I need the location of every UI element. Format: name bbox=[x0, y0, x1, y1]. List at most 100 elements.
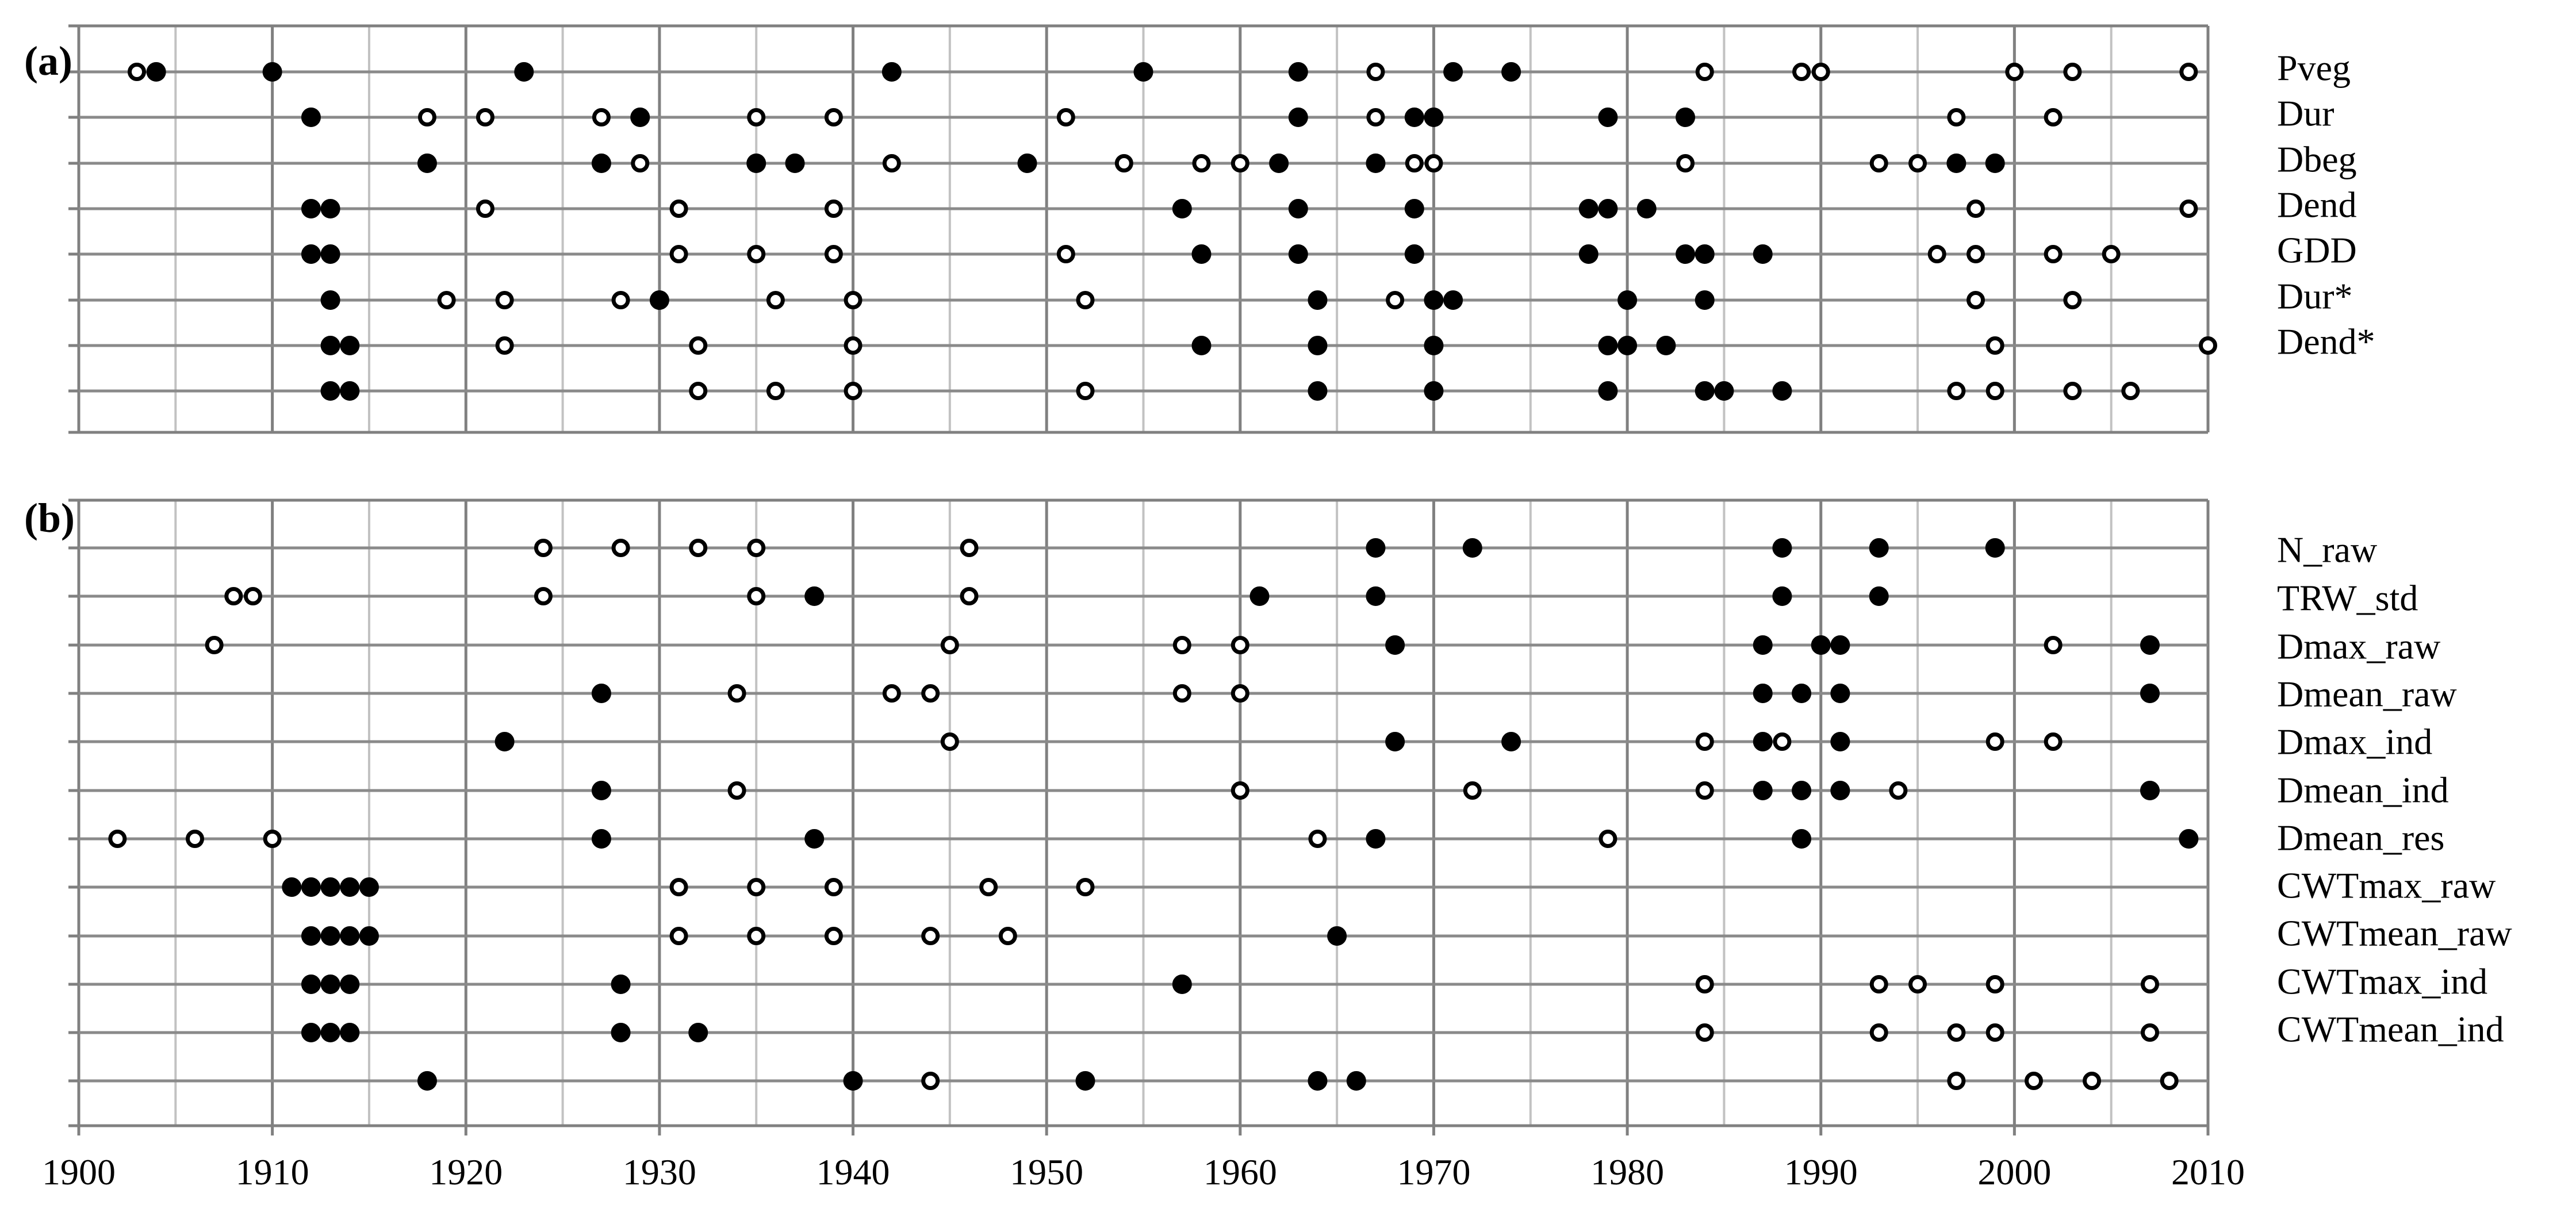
point-open bbox=[243, 587, 262, 605]
point-open bbox=[1985, 732, 2004, 751]
point-filled bbox=[1830, 732, 1850, 751]
point-open bbox=[1230, 781, 1249, 800]
point-open bbox=[882, 154, 901, 172]
point-open bbox=[824, 245, 843, 263]
panel-label: (b) bbox=[24, 495, 75, 541]
point-filled bbox=[340, 926, 360, 946]
point-filled bbox=[1656, 336, 1676, 355]
series-row bbox=[79, 635, 2208, 655]
point-filled bbox=[301, 926, 321, 946]
point-filled bbox=[1695, 244, 1715, 264]
point-filled bbox=[1366, 154, 1386, 173]
point-filled bbox=[1172, 199, 1192, 218]
point-open bbox=[960, 539, 979, 557]
point-open bbox=[1908, 154, 1927, 172]
row-label: CWTmax_raw bbox=[2277, 865, 2496, 906]
row-label: GDD bbox=[2277, 230, 2357, 271]
x-tick-label: 1940 bbox=[816, 1152, 890, 1192]
point-filled bbox=[359, 926, 379, 946]
point-open bbox=[2044, 636, 2063, 654]
panel-b: N_raw TRW_std Dmax_raw Dmean_raw Dmax_ind Dme… bbox=[24, 495, 2512, 1127]
series-row bbox=[79, 829, 2208, 849]
point-filled bbox=[494, 732, 515, 751]
point-filled bbox=[320, 244, 340, 264]
series-row bbox=[79, 732, 2208, 751]
point-open bbox=[205, 636, 224, 654]
point-filled bbox=[2140, 781, 2160, 800]
row-label: Dur* bbox=[2277, 276, 2353, 317]
point-open bbox=[1792, 63, 1811, 81]
point-filled bbox=[1676, 108, 1696, 127]
row-label: Dmean_ind bbox=[2277, 770, 2449, 811]
point-filled bbox=[1269, 154, 1289, 173]
point-filled bbox=[611, 975, 631, 994]
point-open bbox=[940, 732, 959, 751]
point-open bbox=[844, 291, 862, 309]
x-tick-label: 1910 bbox=[236, 1152, 309, 1192]
point-open bbox=[2179, 63, 2198, 81]
point-filled bbox=[1424, 381, 1444, 401]
point-filled bbox=[340, 381, 360, 401]
point-open bbox=[1405, 154, 1424, 172]
point-open bbox=[2044, 732, 2063, 751]
row-label: Dur bbox=[2277, 93, 2334, 134]
point-open bbox=[476, 108, 494, 126]
point-filled bbox=[1443, 290, 1463, 310]
point-filled bbox=[1714, 381, 1734, 401]
point-filled bbox=[1676, 244, 1696, 264]
point-open bbox=[669, 245, 688, 263]
point-open bbox=[2063, 291, 2082, 309]
point-open bbox=[1076, 382, 1095, 400]
series-row bbox=[79, 336, 2217, 355]
point-open bbox=[747, 587, 766, 605]
series-row bbox=[79, 926, 2208, 946]
point-open bbox=[2179, 200, 2198, 218]
point-open bbox=[998, 927, 1017, 945]
point-open bbox=[844, 336, 862, 355]
point-open bbox=[611, 539, 630, 557]
point-open bbox=[1386, 291, 1405, 309]
point-filled bbox=[417, 1071, 437, 1091]
point-open bbox=[1695, 781, 1714, 800]
point-open bbox=[747, 539, 766, 557]
point-filled bbox=[1753, 781, 1773, 800]
point-filled bbox=[1366, 538, 1386, 558]
point-open bbox=[1869, 1023, 1888, 1042]
point-open bbox=[669, 927, 688, 945]
point-filled bbox=[591, 781, 611, 800]
point-open bbox=[1230, 154, 1249, 172]
point-filled bbox=[1249, 586, 1270, 606]
point-open bbox=[2063, 382, 2082, 400]
point-filled bbox=[1424, 290, 1444, 310]
point-open bbox=[2102, 245, 2121, 263]
point-open bbox=[2025, 1072, 2044, 1090]
point-open bbox=[882, 684, 901, 703]
point-open bbox=[1076, 878, 1095, 896]
point-filled bbox=[1288, 108, 1308, 127]
row-label: Dmean_raw bbox=[2277, 674, 2457, 715]
point-filled bbox=[320, 975, 340, 994]
point-filled bbox=[340, 336, 360, 355]
point-filled bbox=[301, 877, 321, 897]
point-filled bbox=[1366, 829, 1386, 849]
point-open bbox=[689, 336, 708, 355]
point-open bbox=[2141, 975, 2160, 993]
point-open bbox=[1192, 154, 1211, 172]
point-filled bbox=[301, 244, 321, 264]
point-filled bbox=[1869, 586, 1889, 606]
point-open bbox=[224, 587, 243, 605]
row-label: Dend bbox=[2277, 185, 2357, 225]
series-row bbox=[79, 1071, 2208, 1091]
point-open bbox=[1424, 154, 1443, 172]
point-open bbox=[2160, 1072, 2179, 1090]
row-label: CWTmean_raw bbox=[2277, 913, 2512, 954]
point-open bbox=[534, 587, 553, 605]
point-filled bbox=[1366, 586, 1386, 606]
point-open bbox=[2199, 336, 2217, 355]
point-filled bbox=[1830, 635, 1850, 655]
point-filled bbox=[746, 154, 766, 173]
x-tick-label: 2000 bbox=[1977, 1152, 2051, 1192]
point-open bbox=[592, 108, 611, 126]
point-open bbox=[766, 382, 785, 400]
point-filled bbox=[1830, 781, 1850, 800]
